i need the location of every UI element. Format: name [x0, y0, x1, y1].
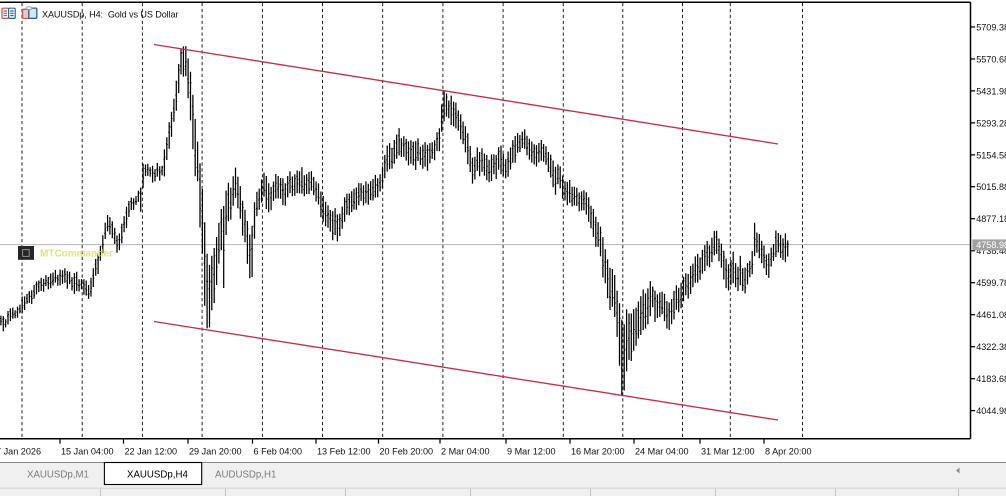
svg-text:22 Jan 12:00: 22 Jan 12:00 — [125, 447, 178, 457]
svg-text:4599.78: 4599.78 — [976, 278, 1006, 288]
svg-text:5570.68: 5570.68 — [976, 54, 1006, 64]
svg-text:5293.28: 5293.28 — [976, 118, 1006, 128]
svg-text:29 Jan 20:00: 29 Jan 20:00 — [189, 447, 242, 457]
svg-text:4758.98: 4758.98 — [976, 240, 1006, 250]
svg-text:4183.68: 4183.68 — [976, 374, 1006, 384]
svg-text:13 Feb 12:00: 13 Feb 12:00 — [317, 447, 371, 457]
svg-text:4461.08: 4461.08 — [976, 310, 1006, 320]
svg-text:2 Mar 04:00: 2 Mar 04:00 — [441, 447, 490, 457]
svg-text:5431.98: 5431.98 — [976, 86, 1006, 96]
svg-text:31 Mar 12:00: 31 Mar 12:00 — [701, 447, 755, 457]
svg-text:24 Mar 04:00: 24 Mar 04:00 — [635, 447, 689, 457]
svg-text:15 Jan 04:00: 15 Jan 04:00 — [61, 447, 114, 457]
svg-text:XAUUSDp, H4: Gold vs US Dolla: XAUUSDp, H4: Gold vs US Dollar — [42, 10, 178, 20]
svg-text:9 Mar 12:00: 9 Mar 12:00 — [507, 447, 556, 457]
svg-text:4322.38: 4322.38 — [976, 342, 1006, 352]
svg-text:20 Feb 20:00: 20 Feb 20:00 — [380, 447, 434, 457]
svg-text:XAUUSDp,M1: XAUUSDp,M1 — [27, 469, 89, 480]
svg-text:5154.58: 5154.58 — [976, 150, 1006, 160]
svg-text:16 Mar 20:00: 16 Mar 20:00 — [571, 447, 625, 457]
svg-text:4044.98: 4044.98 — [976, 406, 1006, 416]
svg-text:7 Jan 2026: 7 Jan 2026 — [0, 447, 41, 457]
svg-text:MTCommander: MTCommander — [40, 248, 113, 259]
svg-text:4738.48: 4738.48 — [976, 246, 1006, 256]
svg-text:XAUUSDp,H4: XAUUSDp,H4 — [127, 469, 188, 480]
svg-text:6 Feb 04:00: 6 Feb 04:00 — [254, 447, 303, 457]
svg-text:5709.38: 5709.38 — [976, 22, 1006, 32]
svg-text:5015.88: 5015.88 — [976, 182, 1006, 192]
svg-text:4877.18: 4877.18 — [976, 214, 1006, 224]
svg-text:AUDUSDp,H1: AUDUSDp,H1 — [215, 469, 276, 480]
svg-text:8 Apr 20:00: 8 Apr 20:00 — [765, 447, 812, 457]
